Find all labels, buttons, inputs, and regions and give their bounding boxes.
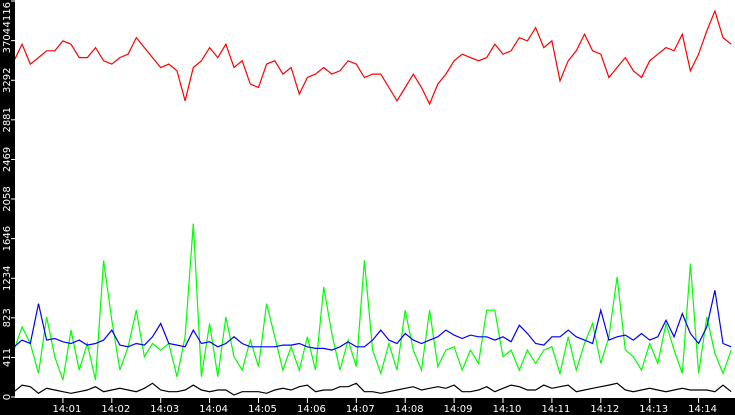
x-axis: 14:01 14:02 14:03 14:04 14:05 14:06 14:07 14:08… [52, 398, 717, 415]
y-tick-label: 2469 [2, 147, 13, 172]
x-tick-label: 14:06 [297, 404, 326, 415]
x-tick-label: 14:11 [541, 404, 570, 415]
y-tick-label: 3292 [2, 68, 13, 93]
y-tick-label: 1234 [2, 266, 13, 291]
x-tick-label: 14:05 [248, 404, 277, 415]
series-group [15, 9, 732, 396]
plot-area [15, 0, 735, 398]
x-tick-label: 14:04 [199, 404, 228, 415]
x-tick-label: 14:01 [52, 404, 81, 415]
x-tick-label: 14:14 [688, 404, 717, 415]
x-tick-label: 14:09 [444, 404, 473, 415]
y-tick-label: 0 [2, 394, 13, 400]
x-tick-label: 14:10 [493, 404, 522, 415]
x-tick-label: 14:13 [639, 404, 668, 415]
x-tick-label: 14:08 [395, 404, 424, 415]
y-tick-label: 4116 [2, 2, 13, 27]
y-tick-label: 411 [2, 348, 13, 367]
y-tick-label: 2881 [2, 107, 13, 132]
x-tick-label: 14:07 [346, 404, 375, 415]
x-tick-label: 14:03 [150, 404, 179, 415]
y-tick-label: 823 [2, 308, 13, 327]
series-line-3 [15, 382, 732, 396]
x-tick-label: 14:02 [101, 404, 130, 415]
x-tick-label: 14:12 [590, 404, 619, 415]
series-line-1 [15, 223, 732, 381]
y-tick-label: 3704 [2, 28, 13, 53]
y-tick-label: 1646 [2, 226, 13, 251]
series-line-2 [15, 290, 732, 351]
series-line-0 [15, 9, 732, 106]
y-tick-label: 2058 [2, 186, 13, 211]
